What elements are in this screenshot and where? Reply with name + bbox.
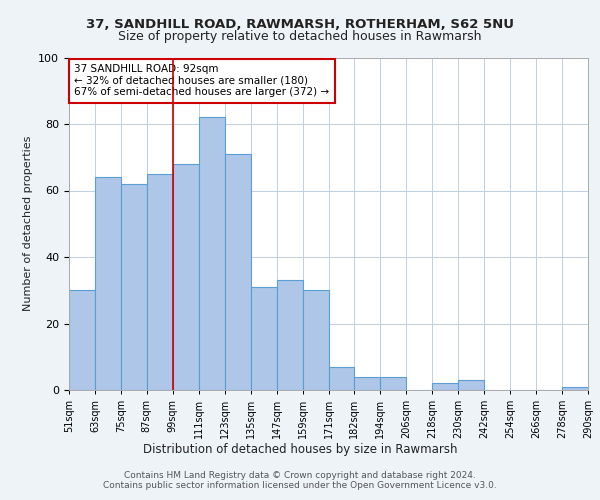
Text: Size of property relative to detached houses in Rawmarsh: Size of property relative to detached ho… bbox=[118, 30, 482, 43]
Bar bbox=[225, 154, 251, 390]
Y-axis label: Number of detached properties: Number of detached properties bbox=[23, 136, 33, 312]
Bar bbox=[302, 290, 329, 390]
Bar bbox=[355, 376, 380, 390]
Bar bbox=[173, 164, 199, 390]
Bar bbox=[147, 174, 173, 390]
Bar bbox=[95, 177, 121, 390]
Text: Distribution of detached houses by size in Rawmarsh: Distribution of detached houses by size … bbox=[143, 442, 457, 456]
Bar bbox=[251, 287, 277, 390]
Bar bbox=[121, 184, 147, 390]
Bar bbox=[329, 366, 355, 390]
Bar bbox=[380, 376, 406, 390]
Text: Contains HM Land Registry data © Crown copyright and database right 2024.
Contai: Contains HM Land Registry data © Crown c… bbox=[103, 470, 497, 490]
Bar bbox=[69, 290, 95, 390]
Bar bbox=[199, 118, 224, 390]
Text: 37 SANDHILL ROAD: 92sqm
← 32% of detached houses are smaller (180)
67% of semi-d: 37 SANDHILL ROAD: 92sqm ← 32% of detache… bbox=[74, 64, 329, 98]
Bar bbox=[433, 384, 458, 390]
Bar bbox=[277, 280, 302, 390]
Bar bbox=[458, 380, 484, 390]
Text: 37, SANDHILL ROAD, RAWMARSH, ROTHERHAM, S62 5NU: 37, SANDHILL ROAD, RAWMARSH, ROTHERHAM, … bbox=[86, 18, 514, 30]
Bar bbox=[562, 386, 588, 390]
